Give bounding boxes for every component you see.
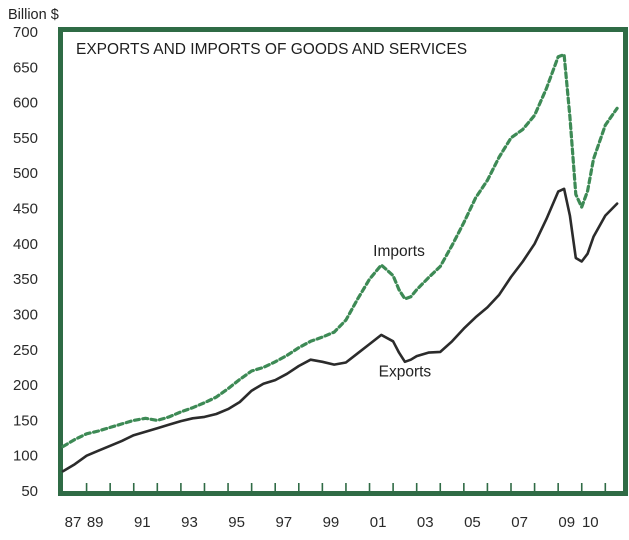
y-tick-label: 450 bbox=[13, 201, 38, 218]
x-tick-label: 07 bbox=[511, 514, 528, 531]
y-tick-label: 50 bbox=[21, 483, 38, 500]
y-tick-label: 650 bbox=[13, 59, 38, 76]
x-tick-label: 93 bbox=[181, 514, 198, 531]
x-tick-label: 01 bbox=[370, 514, 387, 531]
x-tick-label: 10 bbox=[582, 514, 599, 531]
exports-label: Exports bbox=[379, 364, 432, 381]
x-axis: 87 89 91 93 95 97 99 01 03 05 07 09 10 bbox=[65, 483, 607, 531]
y-tick-label: 500 bbox=[13, 165, 38, 182]
y-tick-label: 700 bbox=[13, 24, 38, 41]
imports-label: Imports bbox=[373, 243, 425, 260]
x-tick-label: 09 bbox=[558, 514, 575, 531]
chart-title: EXPORTS AND IMPORTS OF GOODS AND SERVICE… bbox=[76, 41, 467, 58]
y-tick-label: 150 bbox=[13, 412, 38, 429]
y-tick-label: 300 bbox=[13, 306, 38, 323]
y-axis: 50 100 150 200 250 300 350 400 450 500 550 600 650 70… bbox=[13, 24, 38, 500]
plot-frame bbox=[58, 27, 628, 496]
y-tick-label: 550 bbox=[13, 130, 38, 147]
x-tick-label: 03 bbox=[417, 514, 434, 531]
y-tick-label: 250 bbox=[13, 342, 38, 359]
series-group bbox=[61, 53, 619, 473]
imports-line bbox=[61, 53, 619, 449]
exports-line bbox=[61, 187, 619, 473]
x-tick-label: 99 bbox=[323, 514, 340, 531]
x-tick-label: 89 bbox=[87, 514, 104, 531]
y-tick-label: 200 bbox=[13, 377, 38, 394]
y-axis-label: Billion $ bbox=[8, 7, 59, 23]
y-tick-label: 350 bbox=[13, 271, 38, 288]
x-tick-label: 91 bbox=[134, 514, 151, 531]
x-tick-label: 87 bbox=[65, 514, 82, 531]
x-tick-label: 05 bbox=[464, 514, 481, 531]
x-tick-label: 95 bbox=[228, 514, 245, 531]
series-annotations: Imports Exports bbox=[373, 243, 431, 381]
y-tick-label: 400 bbox=[13, 236, 38, 253]
x-tick-label: 97 bbox=[275, 514, 292, 531]
y-tick-label: 100 bbox=[13, 448, 38, 465]
y-tick-label: 600 bbox=[13, 95, 38, 112]
